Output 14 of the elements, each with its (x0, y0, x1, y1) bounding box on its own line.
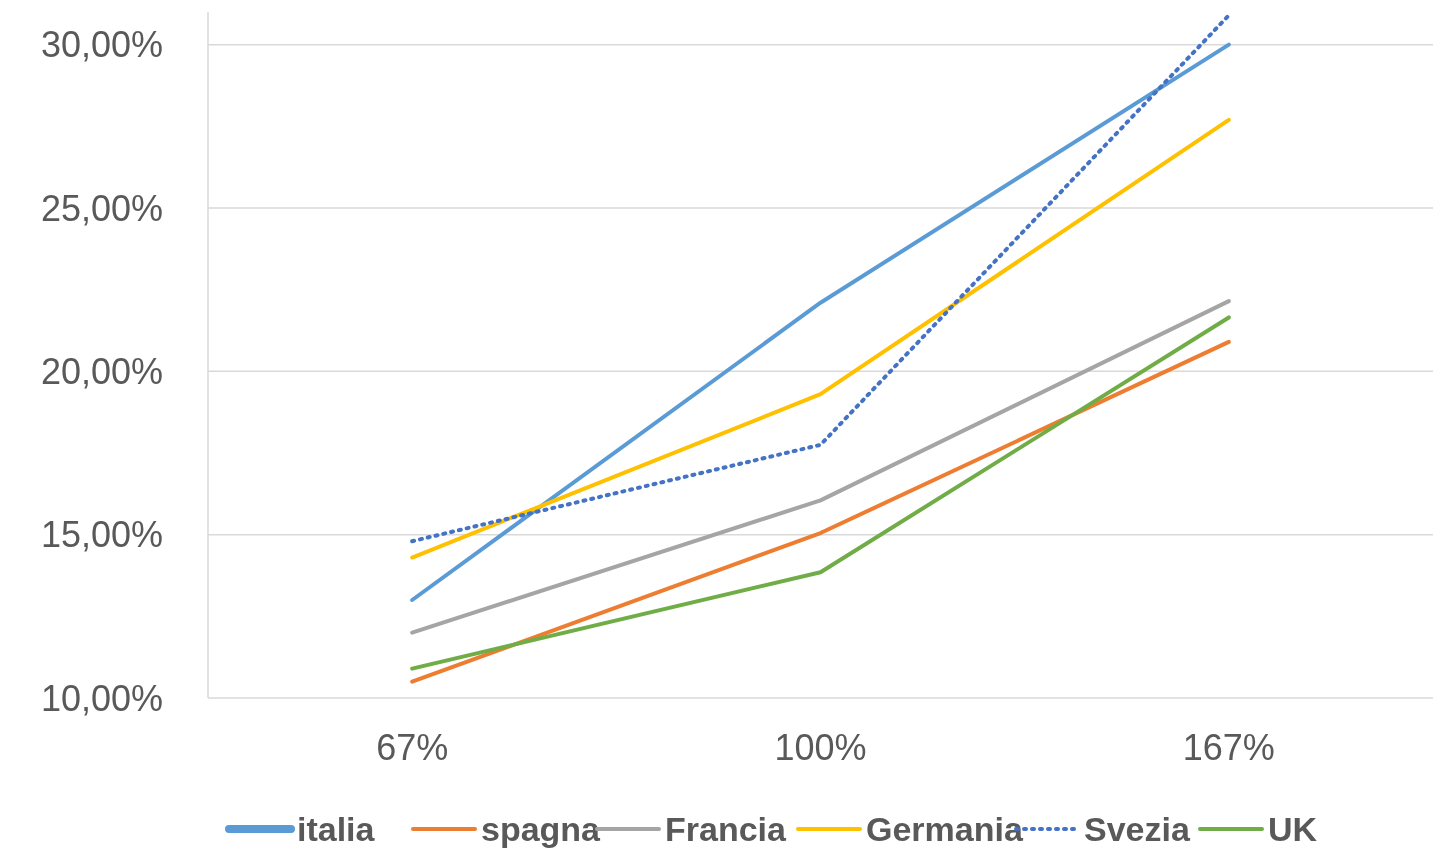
legend-label: italia (297, 810, 376, 848)
y-tick-label: 30,00% (40, 24, 163, 66)
y-tick-label: 25,00% (40, 187, 163, 229)
y-tick-label: 15,00% (40, 514, 163, 556)
x-tick-label: 167% (1182, 727, 1275, 768)
y-tick-label: 20,00% (40, 350, 163, 392)
legend-label: Svezia (1084, 810, 1191, 848)
legend-label: UK (1268, 810, 1318, 848)
y-tick-label: 10,00% (40, 677, 163, 719)
x-tick-label: 67% (376, 727, 449, 768)
legend-label: Francia (665, 810, 788, 848)
x-tick-label: 100% (774, 727, 867, 768)
legend-label: spagna (481, 810, 602, 848)
legend-label: Germania (866, 810, 1024, 848)
